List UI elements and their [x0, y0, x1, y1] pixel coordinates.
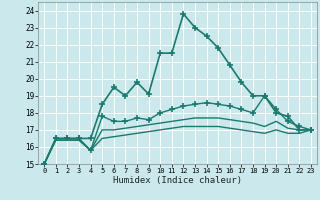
- X-axis label: Humidex (Indice chaleur): Humidex (Indice chaleur): [113, 176, 242, 185]
